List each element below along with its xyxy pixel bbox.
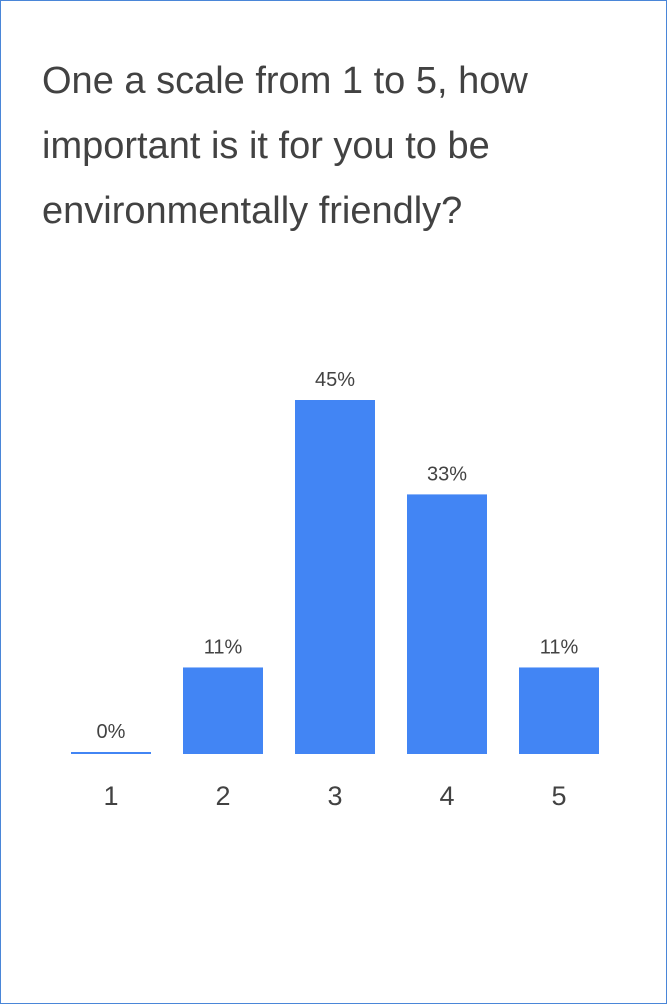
x-tick-label-1: 1	[103, 781, 118, 811]
bar-2	[183, 667, 263, 754]
data-label-3: 45%	[315, 369, 355, 391]
bar-4	[407, 494, 487, 754]
bar-5	[519, 667, 599, 754]
bar-1	[71, 752, 151, 754]
bar-3	[295, 400, 375, 754]
x-tick-label-2: 2	[215, 781, 230, 811]
x-tick-label-3: 3	[327, 781, 342, 811]
data-label-4: 33%	[427, 463, 467, 485]
x-tick-label-4: 4	[439, 781, 454, 811]
x-tick-label-5: 5	[551, 781, 566, 811]
data-label-5: 11%	[540, 636, 579, 658]
data-label-2: 11%	[204, 636, 243, 658]
data-label-1: 0%	[97, 721, 126, 743]
chart-title: One a scale from 1 to 5, how important i…	[42, 60, 528, 232]
